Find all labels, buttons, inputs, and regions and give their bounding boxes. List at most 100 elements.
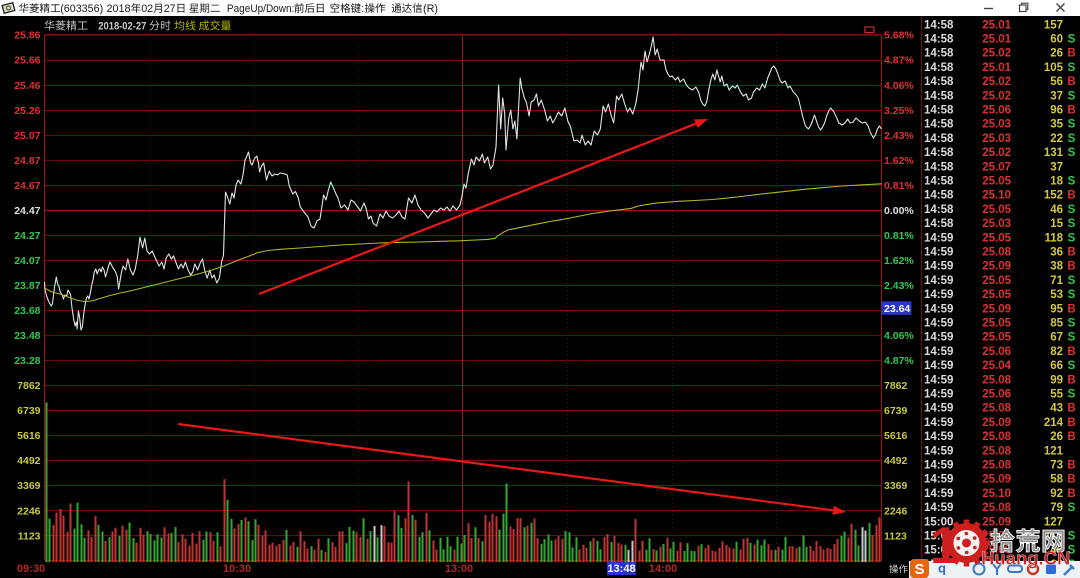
svg-text:B: B: [1067, 403, 1075, 415]
svg-text:37: 37: [1050, 161, 1063, 173]
svg-text:14:58: 14:58: [924, 190, 954, 202]
svg-text:B: B: [1067, 261, 1075, 273]
svg-text:15:00: 15:00: [924, 516, 953, 528]
svg-text:B: B: [1067, 474, 1075, 486]
svg-text:55: 55: [1050, 389, 1063, 401]
svg-text:14:58: 14:58: [924, 90, 954, 102]
svg-text:09:30: 09:30: [17, 563, 45, 575]
svg-text:66: 66: [1050, 360, 1063, 372]
svg-text:23.64: 23.64: [884, 303, 910, 315]
svg-text:14:58: 14:58: [924, 34, 954, 46]
svg-text:73: 73: [1050, 460, 1063, 472]
svg-text:121: 121: [1044, 445, 1064, 457]
svg-text:B: B: [1067, 190, 1075, 202]
svg-text:22: 22: [1050, 133, 1063, 145]
svg-text:14:58: 14:58: [924, 76, 954, 88]
svg-text:q: q: [938, 561, 946, 576]
svg-text:S: S: [1068, 545, 1076, 557]
svg-text:46: 46: [1050, 204, 1063, 216]
svg-text:14:58: 14:58: [924, 105, 954, 117]
svg-text:5.68%: 5.68%: [884, 30, 914, 42]
svg-text:25.10: 25.10: [982, 190, 1011, 202]
svg-text:25.08: 25.08: [982, 502, 1011, 514]
svg-text:24.47: 24.47: [14, 205, 40, 217]
svg-text:2018: 2018: [107, 3, 131, 15]
svg-text:B: B: [1067, 105, 1075, 117]
svg-text:B: B: [1067, 247, 1075, 259]
svg-text:S: S: [1068, 204, 1076, 216]
svg-text:4.87%: 4.87%: [884, 355, 914, 367]
svg-text:B: B: [1067, 488, 1075, 500]
svg-text:S: S: [1068, 289, 1076, 301]
svg-text:14:59: 14:59: [924, 389, 953, 401]
svg-text:25.09: 25.09: [982, 303, 1011, 315]
svg-text:14:58: 14:58: [924, 161, 954, 173]
svg-text:18: 18: [1050, 176, 1063, 188]
svg-text:25.06: 25.06: [982, 346, 1011, 358]
svg-text:118: 118: [1044, 232, 1063, 244]
svg-text:25.03: 25.03: [982, 119, 1011, 131]
svg-text:2018-02-27: 2018-02-27: [98, 21, 146, 33]
svg-text:(603356): (603356): [60, 3, 103, 15]
svg-text:24.27: 24.27: [14, 230, 40, 242]
svg-text:25.66: 25.66: [14, 55, 40, 67]
svg-text:79: 79: [1050, 502, 1063, 514]
svg-text:3369: 3369: [17, 480, 41, 492]
svg-text:S: S: [1068, 389, 1076, 401]
svg-text:S: S: [1068, 90, 1076, 102]
svg-text:25.02: 25.02: [982, 76, 1011, 88]
svg-text:B: B: [1067, 346, 1075, 358]
svg-text:25.26: 25.26: [14, 105, 40, 117]
svg-text:24.87: 24.87: [14, 155, 40, 167]
svg-text:25.08: 25.08: [982, 403, 1011, 415]
svg-text:25.07: 25.07: [982, 161, 1011, 173]
svg-text:131: 131: [1044, 147, 1064, 159]
svg-text:25.05: 25.05: [982, 332, 1011, 344]
svg-text:02: 02: [141, 3, 153, 15]
svg-text:25.02: 25.02: [982, 48, 1011, 60]
svg-text:5616: 5616: [17, 430, 41, 442]
svg-text:38: 38: [1050, 261, 1063, 273]
svg-text:25.86: 25.86: [14, 30, 40, 42]
svg-text:14:59: 14:59: [924, 417, 953, 429]
svg-text:3369: 3369: [884, 480, 908, 492]
svg-text:53: 53: [1050, 289, 1063, 301]
svg-text:23.48: 23.48: [14, 330, 40, 342]
svg-text:S: S: [1068, 133, 1076, 145]
svg-text:37: 37: [1050, 90, 1063, 102]
svg-text:25.05: 25.05: [982, 318, 1011, 330]
svg-text:60: 60: [1050, 34, 1063, 46]
svg-text:95: 95: [1050, 303, 1063, 315]
svg-text:24.07: 24.07: [14, 255, 40, 267]
svg-text:14:59: 14:59: [924, 431, 953, 443]
svg-text:25.08: 25.08: [982, 431, 1011, 443]
svg-text:1.62%: 1.62%: [884, 155, 914, 167]
svg-text:2.43%: 2.43%: [884, 280, 914, 292]
svg-text:26: 26: [1050, 48, 1063, 60]
svg-text:14:58: 14:58: [924, 62, 954, 74]
svg-text:25.08: 25.08: [982, 247, 1011, 259]
svg-text:1.62%: 1.62%: [884, 255, 914, 267]
svg-text:14:58: 14:58: [924, 133, 954, 145]
svg-text:13:00: 13:00: [445, 563, 473, 575]
svg-text:14:58: 14:58: [924, 147, 954, 159]
svg-text:27: 27: [164, 3, 176, 15]
svg-text:14:58: 14:58: [924, 119, 954, 131]
svg-text:S: S: [914, 561, 924, 578]
svg-text:43: 43: [1050, 403, 1063, 415]
svg-text:S: S: [1068, 147, 1076, 159]
svg-text:2246: 2246: [17, 505, 41, 517]
svg-text:1123: 1123: [884, 530, 907, 542]
svg-text:14:59: 14:59: [924, 232, 953, 244]
svg-text:25.05: 25.05: [982, 275, 1011, 287]
svg-text:S: S: [1068, 531, 1076, 543]
svg-text:14:59: 14:59: [924, 474, 953, 486]
svg-text:14:59: 14:59: [924, 502, 953, 514]
svg-text:14:58: 14:58: [924, 19, 954, 31]
svg-text:82: 82: [1050, 346, 1063, 358]
svg-text:25.05: 25.05: [982, 289, 1011, 301]
svg-text:14:59: 14:59: [924, 261, 953, 273]
svg-text:14:59: 14:59: [924, 275, 953, 287]
svg-text:7862: 7862: [884, 380, 908, 392]
svg-text:25.01: 25.01: [982, 34, 1011, 46]
